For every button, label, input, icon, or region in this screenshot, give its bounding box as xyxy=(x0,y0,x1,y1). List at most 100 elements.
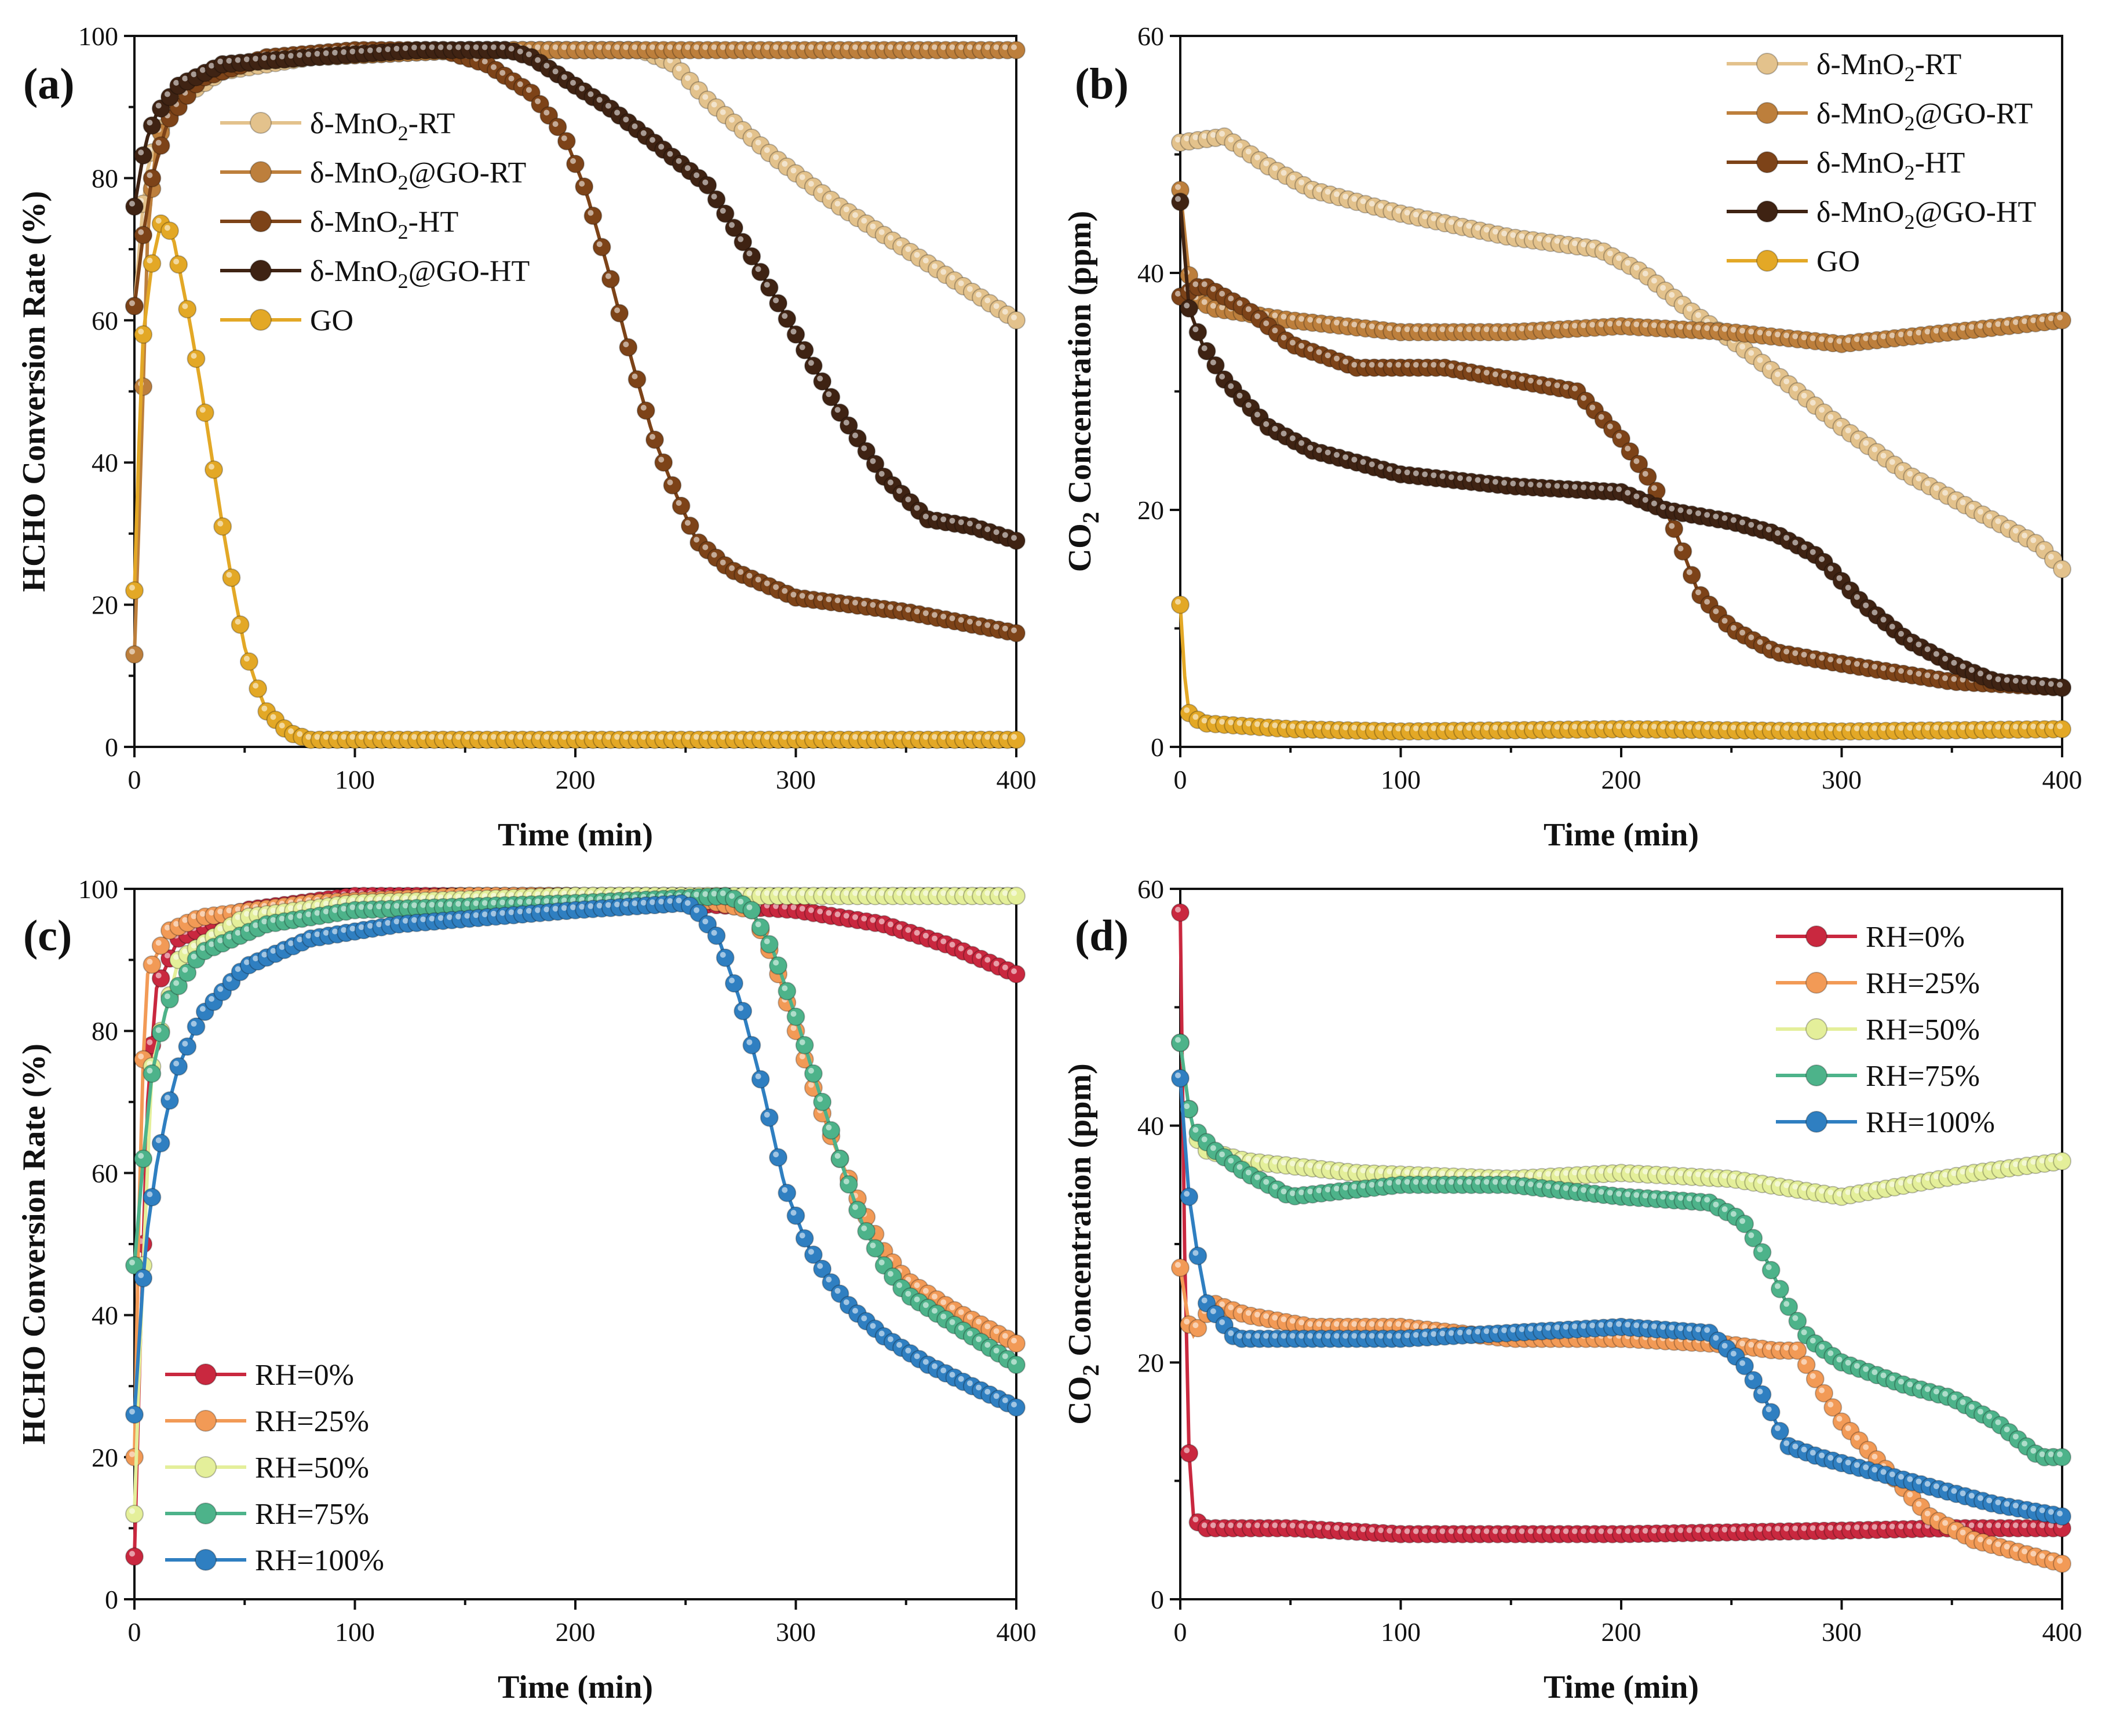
data-point-highlight xyxy=(1351,322,1358,328)
data-point-highlight xyxy=(940,890,947,896)
data-point-highlight xyxy=(499,70,506,76)
data-point-highlight xyxy=(817,890,823,896)
data-point-highlight xyxy=(843,1179,849,1184)
data-point-highlight xyxy=(1483,370,1490,376)
data-point-highlight xyxy=(1011,734,1017,740)
data-point xyxy=(751,918,770,937)
data-point-highlight xyxy=(1951,676,1957,682)
data-point-highlight xyxy=(1730,517,1736,523)
data-point-highlight xyxy=(861,1225,867,1231)
data-point-highlight xyxy=(1792,1315,1798,1321)
data-point-highlight xyxy=(1854,1435,1860,1441)
data-point-highlight xyxy=(1439,217,1446,224)
data-point-highlight xyxy=(773,584,779,590)
data-point xyxy=(125,197,144,216)
data-point-highlight xyxy=(1978,509,1983,515)
data-point-highlight xyxy=(173,954,180,960)
data-point-highlight xyxy=(226,572,232,578)
data-point-highlight xyxy=(570,158,576,164)
data-point-highlight xyxy=(164,225,170,231)
data-point-highlight xyxy=(1924,724,1931,731)
data-point-highlight xyxy=(949,1304,955,1311)
data-point-highlight xyxy=(385,920,391,926)
data-point-highlight xyxy=(1995,321,2001,327)
data-point-highlight xyxy=(1011,1359,1017,1365)
data-point-highlight xyxy=(694,44,700,50)
data-point-highlight xyxy=(632,123,638,129)
data-point-highlight xyxy=(332,49,338,56)
data-point-highlight xyxy=(1002,890,1008,896)
data-point xyxy=(134,225,153,245)
data-point-highlight xyxy=(552,898,559,904)
data-point-highlight xyxy=(1307,184,1314,190)
data-point-highlight xyxy=(650,44,655,50)
data-point-highlight xyxy=(1642,322,1648,328)
data-point-highlight xyxy=(446,734,453,740)
data-point xyxy=(151,1133,170,1153)
data-point-highlight xyxy=(1210,302,1216,309)
legend-marker xyxy=(250,112,272,134)
data-point-highlight xyxy=(773,297,779,304)
data-point-highlight xyxy=(579,181,585,187)
data-point-highlight xyxy=(2039,544,2045,550)
data-point-highlight xyxy=(932,1293,937,1300)
data-point-highlight xyxy=(1431,362,1437,368)
data-point-highlight xyxy=(1677,299,1684,305)
data-point xyxy=(178,1037,197,1056)
data-point-highlight xyxy=(288,53,294,59)
data-point-highlight xyxy=(1554,238,1560,244)
data-point-highlight xyxy=(640,130,647,136)
data-point-highlight xyxy=(1395,725,1402,732)
data-point-highlight xyxy=(2004,677,2010,683)
data-point-highlight xyxy=(129,300,135,307)
data-point-highlight xyxy=(1360,322,1366,329)
data-point-highlight xyxy=(817,909,823,915)
data-point-highlight xyxy=(949,517,955,524)
data-point xyxy=(557,132,576,151)
data-point-highlight xyxy=(887,921,893,928)
data-point-highlight xyxy=(808,1082,814,1088)
data-point-highlight xyxy=(1730,1211,1736,1217)
data-point-highlight xyxy=(1880,665,1887,672)
data-point-highlight xyxy=(491,44,497,50)
data-point-highlight xyxy=(1695,724,1701,730)
data-point-highlight xyxy=(323,929,329,936)
legend-marker xyxy=(1805,925,1827,947)
data-point-highlight xyxy=(676,734,682,740)
data-point-highlight xyxy=(694,537,700,543)
data-point-highlight xyxy=(596,241,603,247)
data-point-highlight xyxy=(341,906,347,912)
x-tick-label: 300 xyxy=(776,1617,816,1647)
y-axis-title: CO2 Concentration (ppm) xyxy=(1062,1063,1104,1425)
data-point-highlight xyxy=(1765,1406,1772,1413)
data-point xyxy=(725,974,743,993)
data-point-highlight xyxy=(887,890,893,896)
data-point-highlight xyxy=(323,900,329,907)
data-point-highlight xyxy=(976,1384,982,1391)
data-point-highlight xyxy=(799,890,805,896)
data-point-highlight xyxy=(1475,477,1481,483)
data-point-highlight xyxy=(1730,327,1736,333)
data-point-highlight xyxy=(1783,535,1790,541)
data-point-highlight xyxy=(2004,1544,2010,1550)
data-point-highlight xyxy=(640,44,647,50)
data-point-highlight xyxy=(358,48,364,54)
data-point-highlight xyxy=(1537,324,1542,331)
data-point-highlight xyxy=(940,516,947,523)
data-point-highlight xyxy=(1404,725,1410,732)
data-point-highlight xyxy=(1924,1386,1931,1392)
data-point-highlight xyxy=(288,905,294,911)
data-point-highlight xyxy=(1968,724,1975,730)
data-point-highlight xyxy=(411,917,417,923)
data-point-highlight xyxy=(720,44,726,50)
data-point-highlight xyxy=(1633,723,1640,730)
data-point xyxy=(1007,1334,1026,1353)
data-point-highlight xyxy=(1686,569,1692,575)
data-point-highlight xyxy=(826,910,832,916)
data-point-highlight xyxy=(1589,322,1596,328)
data-point-highlight xyxy=(984,297,991,304)
data-point-highlight xyxy=(1245,148,1252,155)
data-point-highlight xyxy=(1334,724,1340,731)
x-axis-title: Time (min) xyxy=(498,1669,653,1705)
data-point-highlight xyxy=(940,734,947,740)
